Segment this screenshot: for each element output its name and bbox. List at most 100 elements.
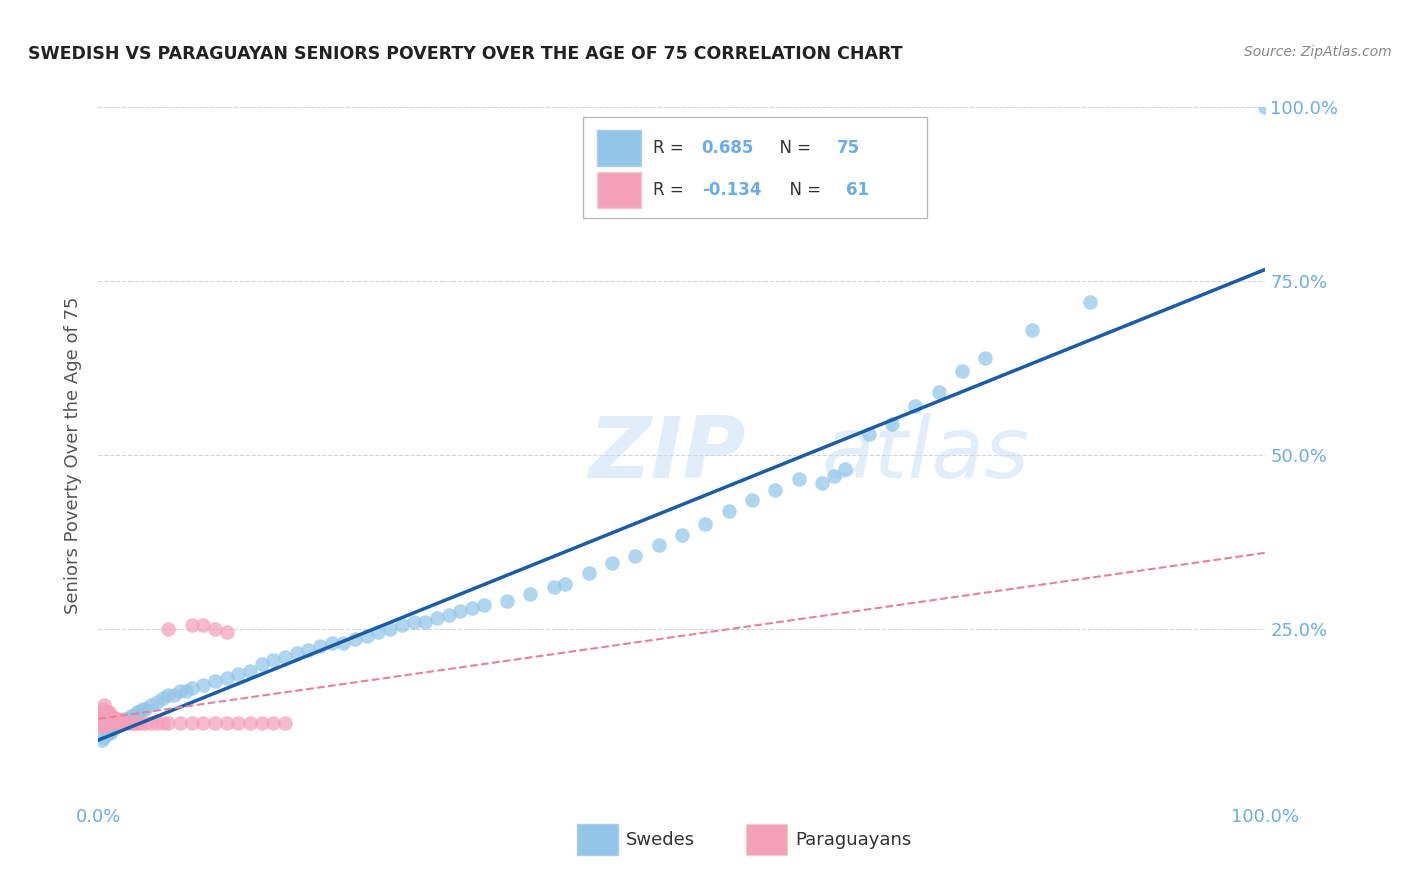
Point bbox=[146, 715, 169, 730]
Point bbox=[90, 706, 112, 720]
Point bbox=[321, 636, 343, 650]
Point bbox=[204, 622, 226, 636]
Point bbox=[974, 351, 997, 365]
Text: -0.134: -0.134 bbox=[702, 181, 761, 199]
Point bbox=[449, 605, 471, 619]
Point bbox=[93, 719, 115, 733]
Point bbox=[1021, 323, 1043, 337]
Point bbox=[117, 712, 139, 726]
Point bbox=[356, 629, 378, 643]
Point bbox=[111, 715, 134, 730]
Point bbox=[139, 698, 162, 713]
Point bbox=[180, 715, 202, 730]
Point bbox=[91, 715, 114, 730]
Point bbox=[98, 715, 121, 730]
Point bbox=[100, 712, 122, 726]
Point bbox=[250, 657, 273, 671]
FancyBboxPatch shape bbox=[576, 823, 617, 855]
FancyBboxPatch shape bbox=[582, 118, 927, 219]
Point bbox=[110, 715, 132, 730]
Point bbox=[125, 706, 148, 720]
Text: Paraguayans: Paraguayans bbox=[796, 830, 911, 848]
Point bbox=[112, 715, 135, 730]
Point bbox=[472, 598, 495, 612]
Point bbox=[104, 715, 127, 730]
FancyBboxPatch shape bbox=[747, 823, 787, 855]
Point bbox=[134, 715, 156, 730]
Point bbox=[228, 715, 250, 730]
Point bbox=[695, 517, 717, 532]
Point bbox=[904, 399, 927, 413]
Point bbox=[193, 618, 215, 632]
Point bbox=[90, 706, 112, 720]
Point bbox=[90, 715, 112, 730]
Point bbox=[600, 556, 623, 570]
Point bbox=[367, 625, 389, 640]
Point bbox=[834, 462, 856, 476]
Text: SWEDISH VS PARAGUAYAN SENIORS POVERTY OVER THE AGE OF 75 CORRELATION CHART: SWEDISH VS PARAGUAYAN SENIORS POVERTY OV… bbox=[28, 45, 903, 62]
Point bbox=[554, 576, 576, 591]
Point bbox=[858, 427, 880, 442]
Point bbox=[120, 715, 142, 730]
Point bbox=[139, 715, 162, 730]
Point bbox=[157, 688, 180, 702]
Point bbox=[741, 493, 763, 508]
Text: 61: 61 bbox=[846, 181, 869, 199]
Point bbox=[578, 566, 600, 581]
Point bbox=[262, 715, 284, 730]
Point bbox=[101, 708, 124, 723]
Point bbox=[117, 715, 139, 730]
Point bbox=[787, 472, 810, 486]
Text: R =: R = bbox=[652, 139, 689, 157]
Point bbox=[98, 726, 121, 740]
Point bbox=[90, 708, 112, 723]
Point bbox=[215, 625, 238, 640]
Text: N =: N = bbox=[769, 139, 817, 157]
Point bbox=[426, 611, 449, 625]
Point bbox=[103, 712, 125, 726]
Text: N =: N = bbox=[779, 181, 827, 199]
Point bbox=[97, 712, 120, 726]
Point bbox=[94, 708, 117, 723]
Point bbox=[285, 646, 308, 660]
Point bbox=[104, 719, 127, 733]
Point bbox=[239, 664, 262, 678]
Point bbox=[624, 549, 647, 563]
Point bbox=[98, 708, 121, 723]
Point bbox=[120, 708, 142, 723]
Point bbox=[402, 615, 425, 629]
Point bbox=[152, 715, 174, 730]
Point bbox=[122, 708, 145, 723]
Point bbox=[297, 642, 319, 657]
Text: atlas: atlas bbox=[823, 413, 1031, 497]
Point bbox=[193, 677, 215, 691]
Point bbox=[105, 715, 128, 730]
Point bbox=[950, 364, 973, 378]
Point bbox=[107, 712, 129, 726]
Point bbox=[90, 719, 112, 733]
Point bbox=[93, 712, 115, 726]
Point bbox=[134, 702, 156, 716]
Point bbox=[122, 715, 145, 730]
Text: 75: 75 bbox=[837, 139, 860, 157]
Point bbox=[169, 715, 191, 730]
Point bbox=[193, 715, 215, 730]
Point bbox=[125, 715, 148, 730]
Point bbox=[163, 688, 186, 702]
Point bbox=[157, 715, 180, 730]
Point bbox=[128, 706, 150, 720]
Point bbox=[496, 594, 519, 608]
Point bbox=[461, 601, 484, 615]
FancyBboxPatch shape bbox=[596, 130, 641, 166]
Point bbox=[108, 715, 131, 730]
Point bbox=[180, 681, 202, 695]
Point bbox=[204, 715, 226, 730]
Point bbox=[91, 702, 114, 716]
Point bbox=[97, 706, 120, 720]
Point bbox=[97, 708, 120, 723]
Point bbox=[108, 715, 131, 730]
Point bbox=[1254, 100, 1277, 114]
Text: 0.685: 0.685 bbox=[702, 139, 754, 157]
Point bbox=[763, 483, 786, 497]
Point bbox=[169, 684, 191, 698]
